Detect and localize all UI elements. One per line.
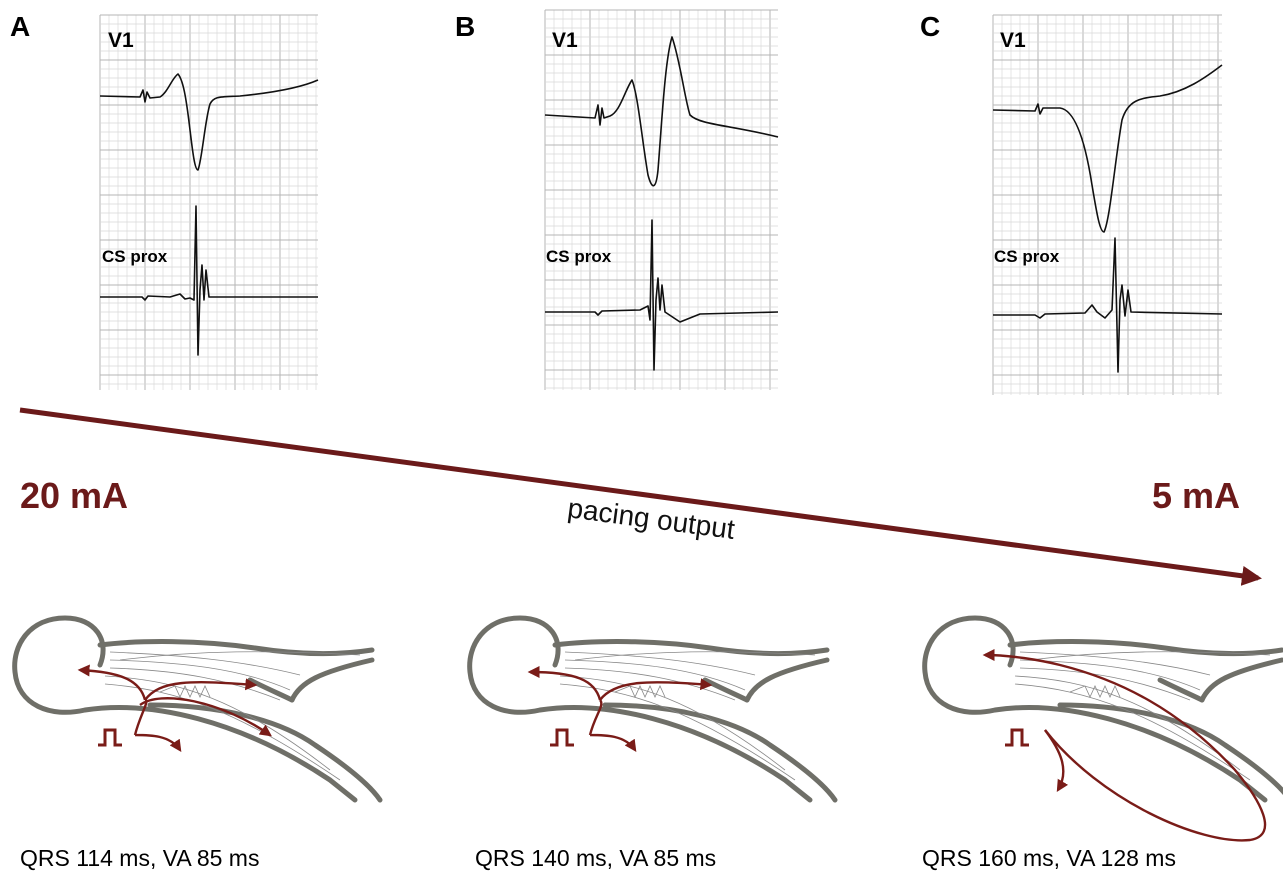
start-label: 20 mA bbox=[20, 475, 128, 516]
lead-label: V1 bbox=[108, 29, 134, 52]
pacing-arrow bbox=[19, 407, 1262, 586]
caption: QRS 160 ms, VA 128 ms bbox=[922, 845, 1176, 871]
lead-label: CS prox bbox=[546, 247, 612, 266]
caption: QRS 140 ms, VA 85 ms bbox=[475, 845, 716, 871]
arrow-label: pacing output bbox=[566, 492, 737, 545]
ecg-grid bbox=[99, 14, 318, 390]
caption: QRS 114 ms, VA 85 ms bbox=[20, 845, 259, 871]
panel-letter: C bbox=[920, 11, 940, 42]
lead-label: V1 bbox=[1000, 29, 1026, 52]
ecg-grid bbox=[544, 9, 778, 390]
lead-label: V1 bbox=[552, 29, 578, 52]
end-label: 5 mA bbox=[1152, 475, 1240, 516]
ecg-grid bbox=[992, 14, 1222, 395]
lead-label: CS prox bbox=[994, 247, 1060, 266]
panel-letter: A bbox=[10, 11, 30, 42]
panel-letter: B bbox=[455, 11, 475, 42]
lead-label: CS prox bbox=[102, 247, 168, 266]
